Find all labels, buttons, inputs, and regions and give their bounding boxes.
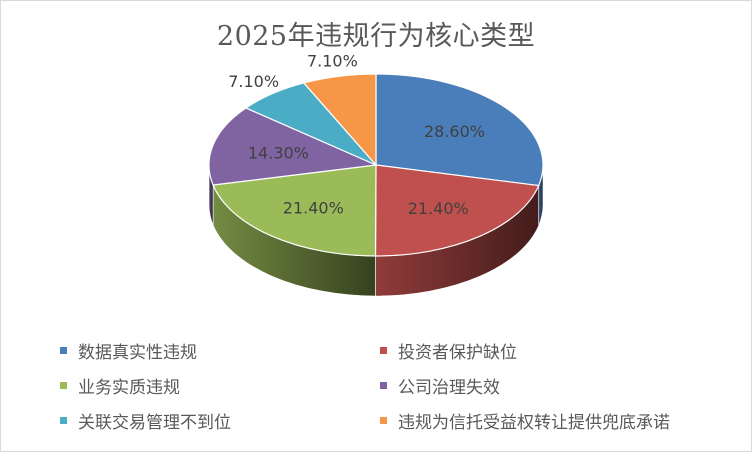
legend-swatch: [60, 346, 67, 354]
legend-swatch: [60, 381, 67, 389]
pie-top: [208, 73, 544, 257]
data-label-5: 7.10%: [307, 51, 358, 70]
legend-item-5: 违规为信托受益权转让提供兜底承诺: [380, 408, 720, 433]
pie-slice-5: [302, 73, 377, 167]
legend-item-1: 投资者保护缺位: [380, 338, 720, 363]
legend: 数据真实性违规 投资者保护缺位业务实质违规 公司治理失效关联交易管理不到位 违规为信托…: [60, 338, 720, 433]
legend-swatch: [380, 346, 387, 354]
legend-label: 业务实质违规: [78, 377, 180, 398]
legend-item-3: 公司治理失效: [380, 373, 720, 398]
legend-label: 公司治理失效: [398, 377, 500, 398]
pie-slice-0: [375, 73, 544, 187]
chart-title: 2025年违规行为核心类型: [216, 21, 536, 52]
data-label-0: 28.60%: [424, 122, 485, 141]
data-labels: 28.60% 21.40% 21.40% 14.30% 7.10% 7.10%: [228, 51, 485, 218]
legend-swatch: [380, 381, 387, 389]
legend-item-0: 数据真实性违规: [60, 338, 380, 363]
pie-slice-3: [208, 107, 379, 186]
legend-label: 关联交易管理不到位: [78, 412, 231, 433]
data-label-2: 21.40%: [283, 199, 344, 218]
data-label-1: 21.40%: [408, 199, 469, 218]
legend-label: 投资者保护缺位: [398, 342, 517, 363]
legend-label: 数据真实性违规: [78, 342, 197, 363]
legend-swatch: [380, 416, 387, 424]
data-label-3: 14.30%: [248, 144, 309, 163]
legend-label: 违规为信托受益权转让提供兜底承诺: [398, 412, 670, 433]
data-label-4: 7.10%: [228, 72, 279, 91]
pie-slice-2: [212, 164, 377, 257]
pie-slice-1: [374, 164, 540, 257]
legend-item-2: 业务实质违规: [60, 373, 380, 398]
legend-item-4: 关联交易管理不到位: [60, 408, 380, 433]
legend-swatch: [60, 416, 67, 424]
